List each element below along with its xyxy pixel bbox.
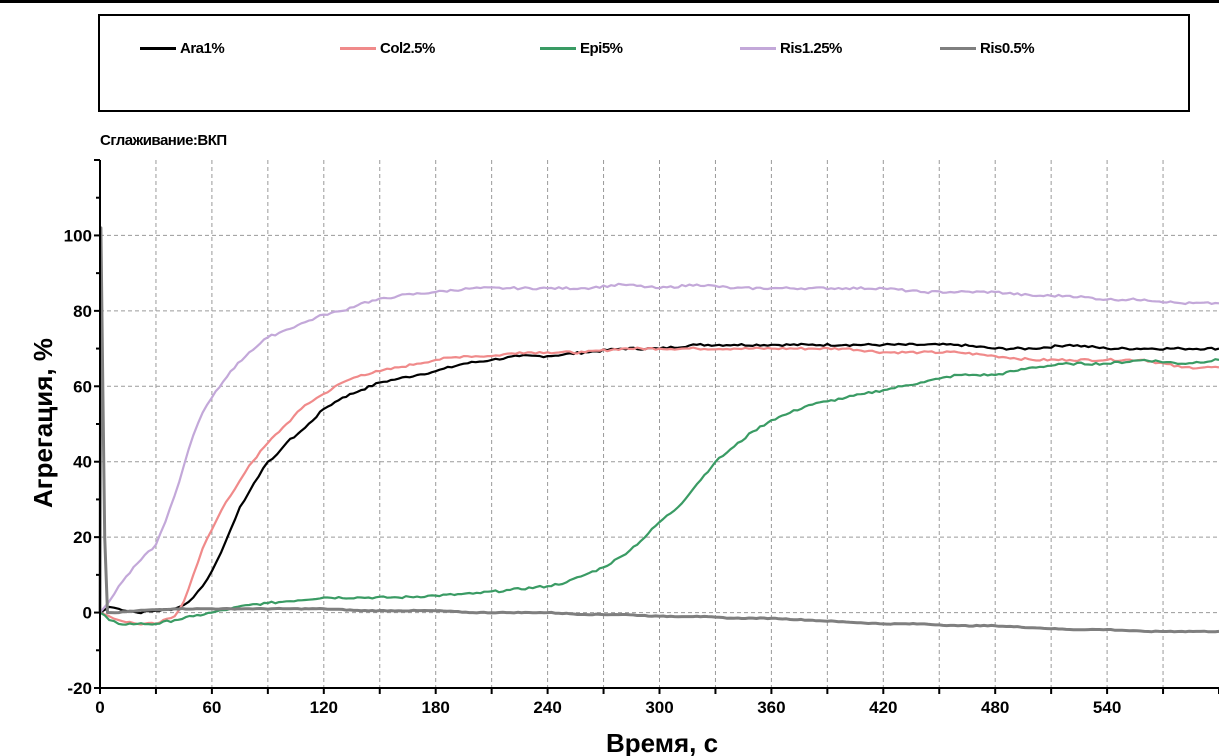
x-tick-label: 0 <box>95 698 104 717</box>
x-tick-label: 360 <box>757 698 785 717</box>
y-tick-label: 80 <box>73 302 92 321</box>
legend-label: Ris0.5% <box>980 39 1035 57</box>
legend-item: Epi5% <box>540 36 623 60</box>
axes <box>94 159 1219 694</box>
top-border-line <box>0 0 1219 3</box>
grid <box>100 160 1219 688</box>
series-line <box>99 282 1219 614</box>
series-line <box>98 226 1219 634</box>
x-tick-label: 60 <box>202 698 221 717</box>
smoothing-label: Сглаживание:ВКП <box>100 132 227 149</box>
series-line <box>99 342 1219 615</box>
series-line <box>99 358 1219 626</box>
legend-label: Col2.5% <box>380 39 435 57</box>
legend-label: Ara1% <box>180 39 225 57</box>
y-axis-title: Агрегация, % <box>28 338 58 508</box>
y-tick-label: 60 <box>73 377 92 396</box>
y-tick-label: 40 <box>73 453 92 472</box>
y-tick-label: 100 <box>64 226 92 245</box>
x-tick-label: 120 <box>310 698 338 717</box>
chart-legend: Ara1% Col2.5% Epi5% Ris1.25% Ris0.5% <box>98 14 1190 112</box>
legend-label: Ris1.25% <box>780 39 842 57</box>
series-lines <box>98 226 1219 634</box>
legend-swatch <box>540 46 576 50</box>
x-tick-label: 180 <box>422 698 450 717</box>
x-tick-label: 540 <box>1093 698 1121 717</box>
x-tick-label: 420 <box>869 698 897 717</box>
legend-label: Epi5% <box>580 39 623 57</box>
legend-swatch <box>940 46 976 50</box>
x-axis-title: Время, с <box>606 728 718 756</box>
x-tick-label: 300 <box>645 698 673 717</box>
legend-item: Col2.5% <box>340 36 435 60</box>
legend-swatch <box>340 46 376 50</box>
legend-swatch <box>140 46 176 50</box>
y-tick-label: -20 <box>67 679 92 698</box>
legend-item: Ara1% <box>140 36 225 60</box>
x-tick-label: 240 <box>533 698 561 717</box>
series-line <box>99 346 1219 626</box>
legend-swatch <box>740 46 776 50</box>
legend-item: Ris1.25% <box>740 36 842 60</box>
x-tick-label: 480 <box>981 698 1009 717</box>
y-tick-label: 20 <box>73 528 92 547</box>
y-tick-label: 0 <box>83 604 92 623</box>
legend-item: Ris0.5% <box>940 36 1035 60</box>
